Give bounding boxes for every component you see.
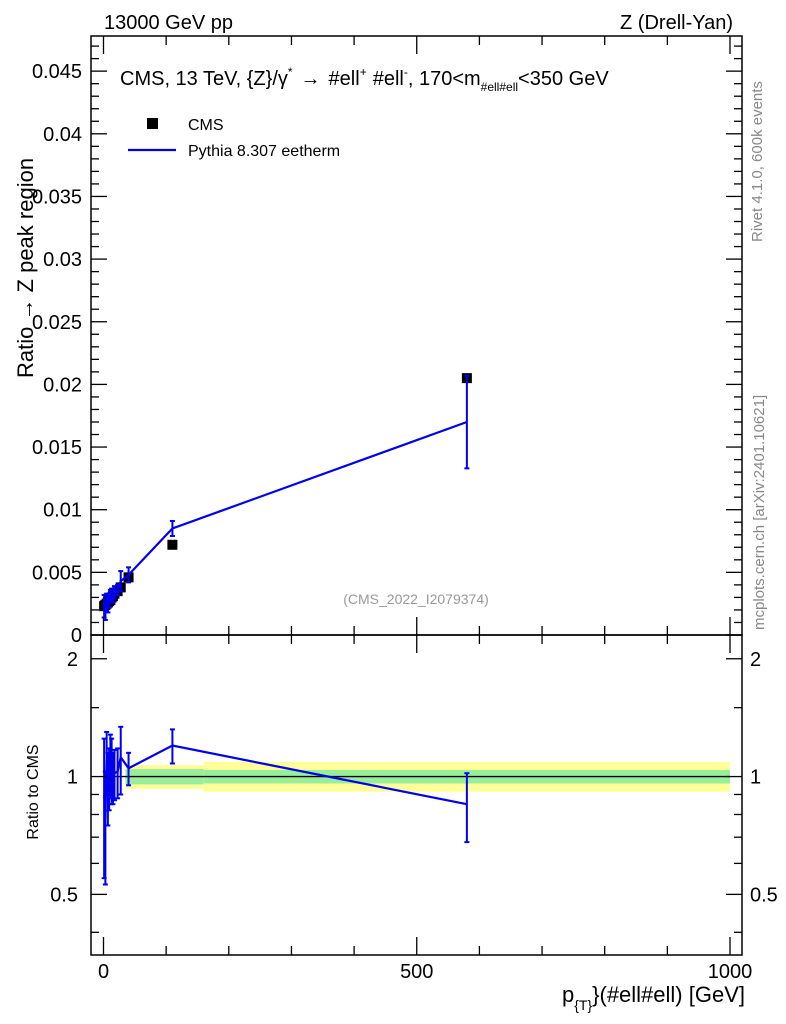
main-ylabel: Ratio → Z peak region: [13, 158, 38, 378]
main-y-tick-label: 0: [71, 625, 82, 647]
main-y-tick-label: 0.04: [43, 124, 82, 146]
analysis-id: (CMS_2022_I2079374): [343, 591, 489, 607]
x-tick-label: 0: [98, 961, 109, 983]
mc-line: [103, 420, 468, 613]
ratio-y-tick-label-right: 2: [750, 649, 761, 671]
plot-title: CMS, 13 TeV, {Z}/γ* → #ell+ #ell-, 170<m#el…: [120, 65, 609, 94]
main-content: [99, 373, 472, 621]
main-y-tick-label: 0.035: [32, 186, 82, 208]
ratio-y-tick-label-right: 1: [750, 767, 761, 789]
ratio-y-tick-label: 1: [67, 767, 78, 789]
main-y-tick-label: 0.005: [32, 562, 82, 584]
ratio-y-tick-label: 2: [67, 649, 78, 671]
main-y-tick-label: 0.025: [32, 312, 82, 334]
axis-ticks: 0 0.005 0.01 0.015 0.02 0.025 0.03 0.035 0.04 0.0…: [32, 36, 778, 983]
energy-label: 13000 GeV pp: [104, 12, 233, 34]
x-tick-label: 500: [400, 961, 433, 983]
ratio-ylabel: Ratio to CMS: [25, 744, 42, 839]
process-label: Z (Drell-Yan): [620, 12, 733, 34]
main-y-tick-label: 0.03: [43, 249, 82, 271]
x-tick-label: 1000: [708, 961, 753, 983]
main-y-tick-label: 0.02: [43, 374, 82, 396]
legend-data-marker: [147, 118, 158, 129]
main-y-tick-label: 0.045: [32, 61, 82, 83]
data-point: [167, 539, 178, 550]
ratio-y-tick-label: 0.5: [50, 884, 78, 906]
legend-mc-label: Pythia 8.307 eetherm: [188, 143, 340, 160]
ratio-y-tick-label-right: 0.5: [750, 884, 778, 906]
x-axis-label: p{T}}(#ell#ell) [GeV]: [562, 982, 745, 1013]
main-y-tick-label: 0.01: [43, 500, 82, 522]
legend-data-label: CMS: [188, 117, 224, 134]
rivet-label: Rivet 4.1.0, 600k events: [749, 81, 766, 242]
ratio-panel: [101, 725, 730, 886]
main-y-tick-label: 0.015: [32, 437, 82, 459]
mcplots-label: mcplots.cern.ch [arXiv:2401.10621]: [751, 395, 768, 630]
